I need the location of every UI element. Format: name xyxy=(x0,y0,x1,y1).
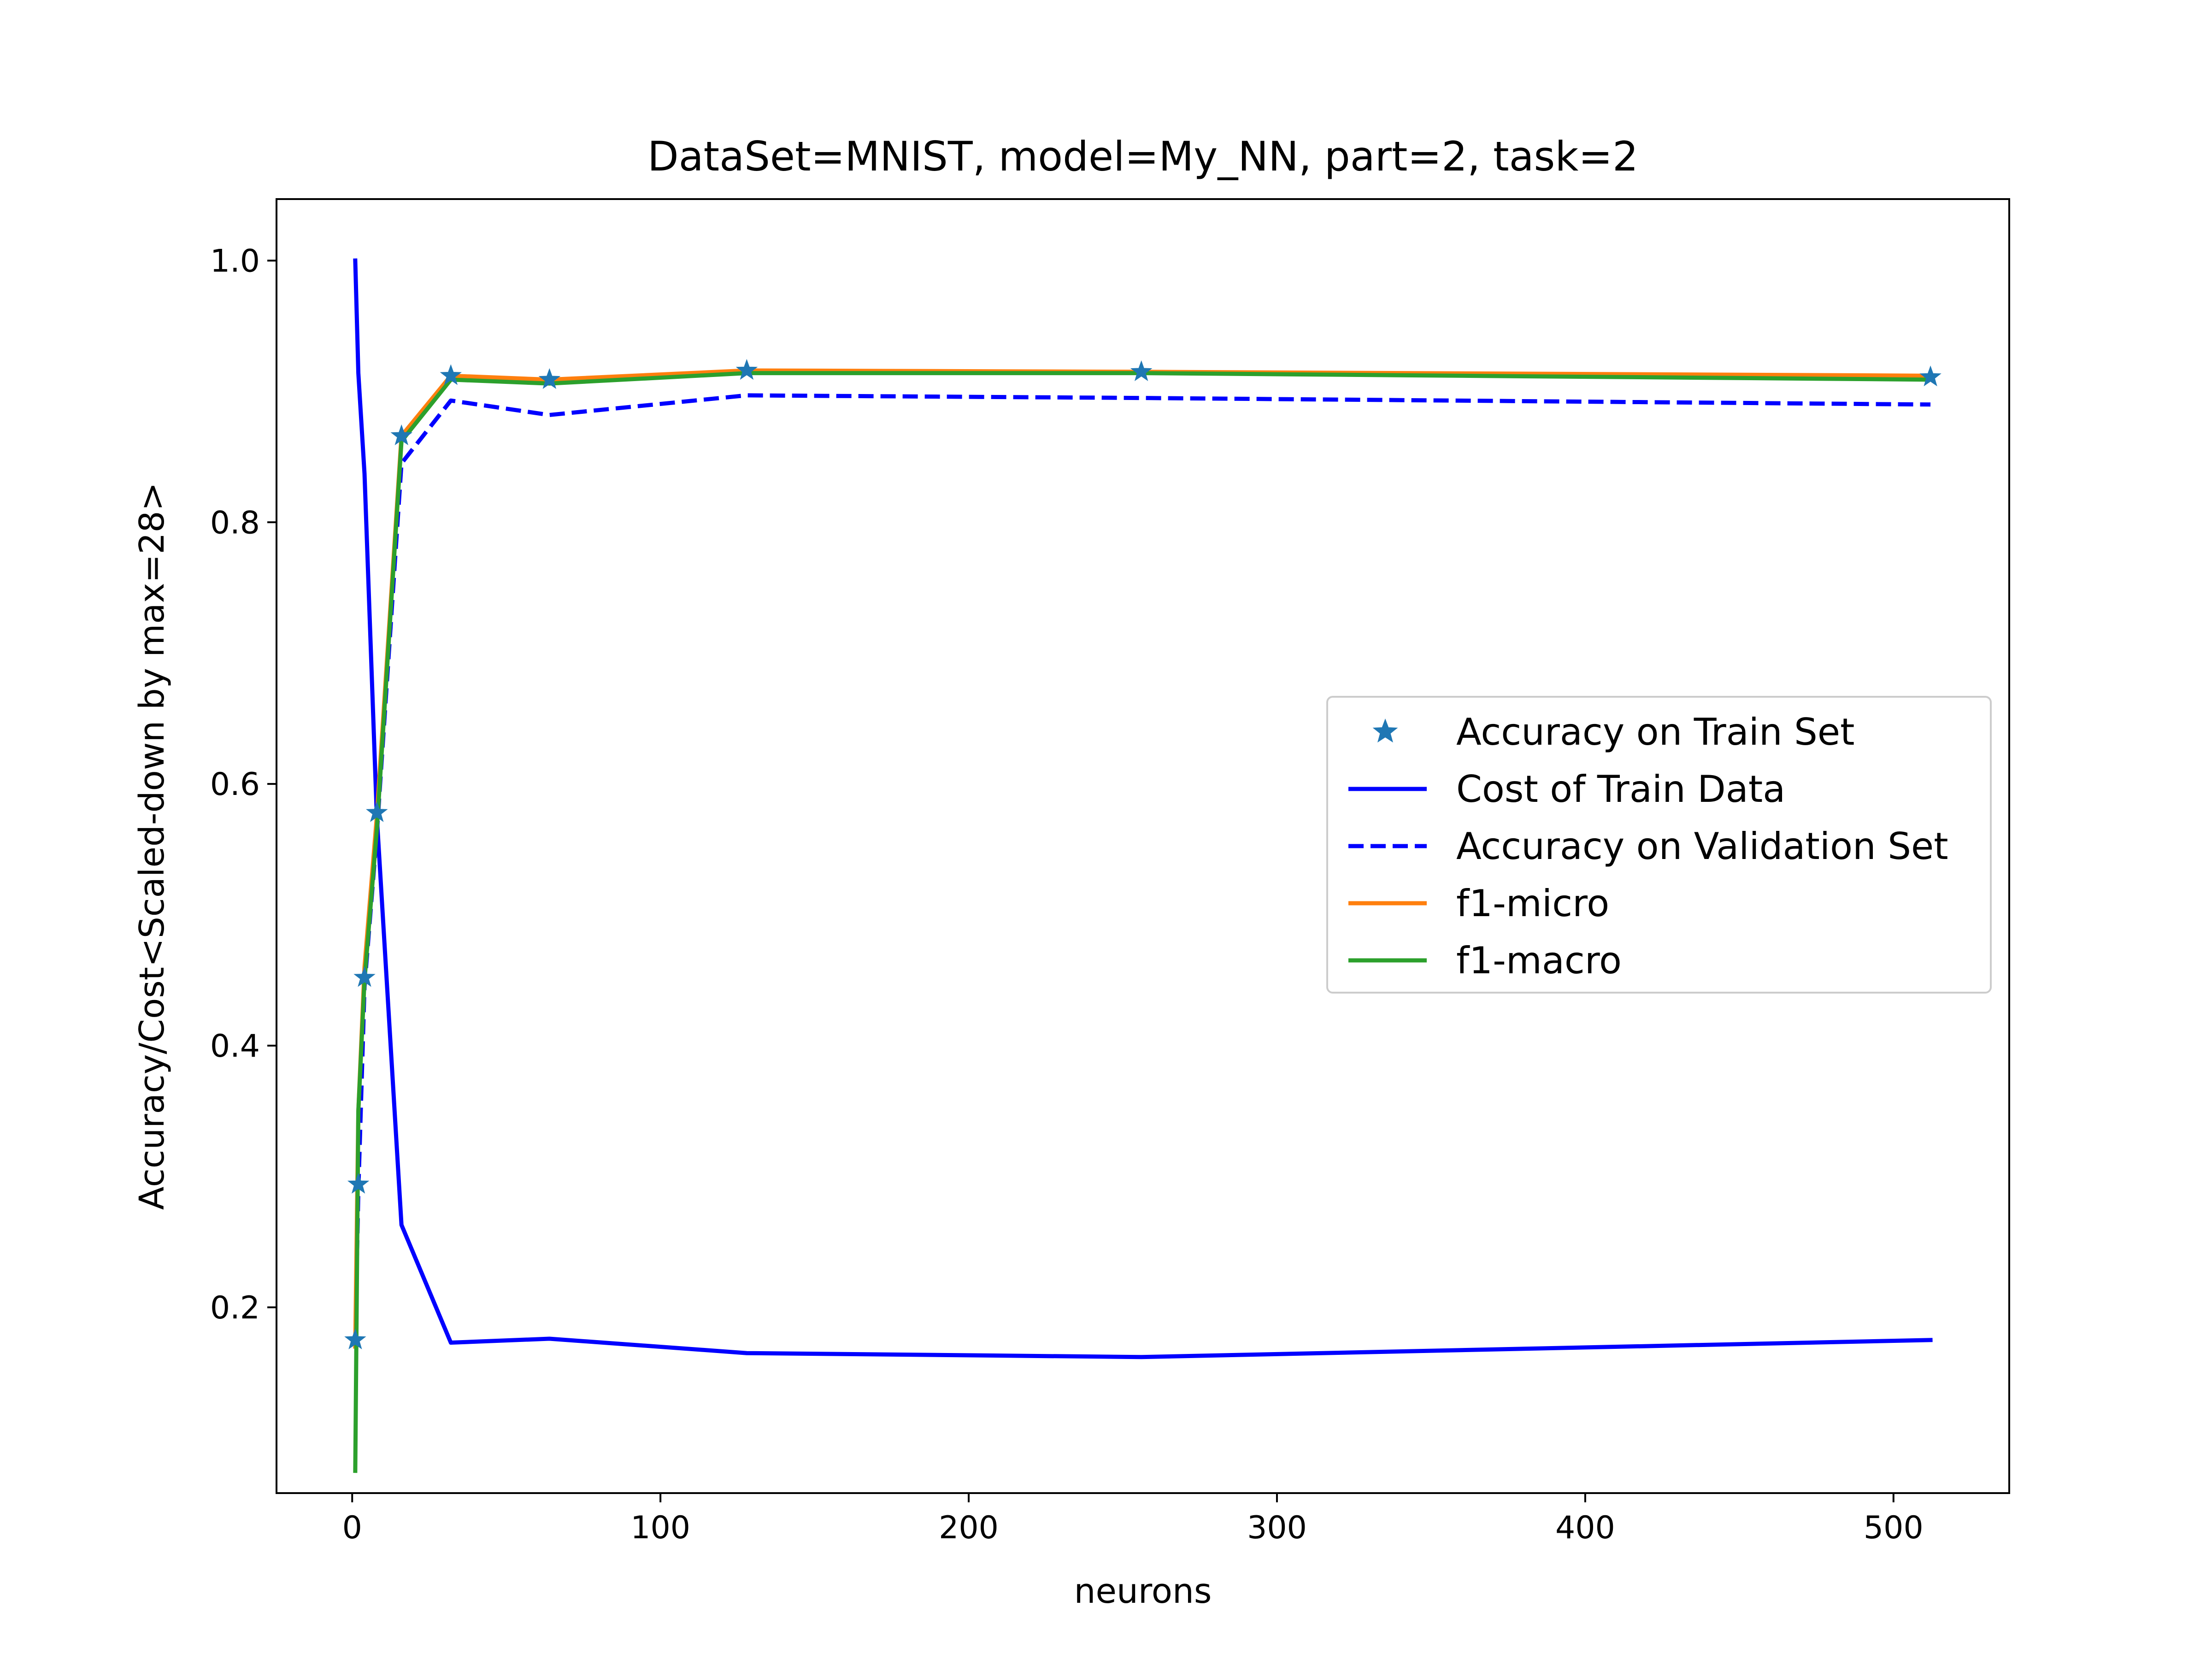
x-axis: 0 100 200 300 400 500 xyxy=(342,1493,1924,1546)
legend-label: f1-micro xyxy=(1456,882,1609,925)
series-line-f1-macro xyxy=(353,371,1933,1473)
x-tick-label: 300 xyxy=(1247,1510,1307,1546)
x-axis-label: neurons xyxy=(1074,1571,1212,1611)
train-accuracy-point xyxy=(1130,360,1153,382)
legend-item-f1-macro: f1-macro xyxy=(1348,939,1622,982)
chart-title: DataSet=MNIST, model=My_NN, part=2, task… xyxy=(647,133,1638,180)
legend-label: f1-macro xyxy=(1456,939,1622,982)
legend-label: Cost of Train Data xyxy=(1456,768,1785,811)
legend-label: Accuracy on Train Set xyxy=(1456,711,1855,753)
plot-area xyxy=(276,198,2010,1494)
x-tick-label: 0 xyxy=(342,1510,362,1546)
train-accuracy-point xyxy=(347,1172,370,1194)
legend-frame xyxy=(1326,696,1992,994)
train-accuracy-point xyxy=(344,1328,366,1349)
legend-item-accuracy-on-train-set: Accuracy on Train Set xyxy=(1372,711,1855,753)
train-accuracy-point xyxy=(735,359,758,380)
series-layer xyxy=(344,258,1941,1473)
train-accuracy-point xyxy=(365,801,388,822)
y-tick-label: 0.2 xyxy=(210,1290,260,1326)
plot-frame xyxy=(276,198,2010,1494)
legend-label: Accuracy on Validation Set xyxy=(1456,825,1948,868)
train-accuracy-point xyxy=(353,966,376,987)
y-tick-label: 0.4 xyxy=(210,1028,260,1065)
y-tick-label: 0.8 xyxy=(210,505,260,541)
x-tick-label: 400 xyxy=(1555,1510,1615,1546)
train-accuracy-point xyxy=(390,424,413,446)
legend-item-f1-micro: f1-micro xyxy=(1348,882,1609,925)
legend-star-marker xyxy=(1372,718,1398,743)
train-accuracy-point xyxy=(538,368,561,389)
x-tick-label: 100 xyxy=(630,1510,690,1546)
x-tick-label: 200 xyxy=(939,1510,999,1546)
train-accuracy-point xyxy=(1919,365,1941,387)
y-axis: 0.2 0.4 0.6 0.8 1.0 xyxy=(210,243,276,1326)
y-axis-label: Accuracy/Cost<Scaled-down by max=28> xyxy=(132,482,172,1210)
legend: Accuracy on Train Set Cost of Train Data A… xyxy=(1326,696,1992,994)
y-tick-label: 0.6 xyxy=(210,766,260,803)
series-line-cost-of-train-data xyxy=(353,258,1933,1359)
legend-item-cost-of-train-data: Cost of Train Data xyxy=(1348,768,1785,811)
train-accuracy-point xyxy=(440,364,462,385)
y-tick-label: 1.0 xyxy=(210,243,260,279)
x-tick-label: 500 xyxy=(1864,1510,1924,1546)
legend-item-accuracy-on-validation-set: Accuracy on Validation Set xyxy=(1348,825,1948,868)
